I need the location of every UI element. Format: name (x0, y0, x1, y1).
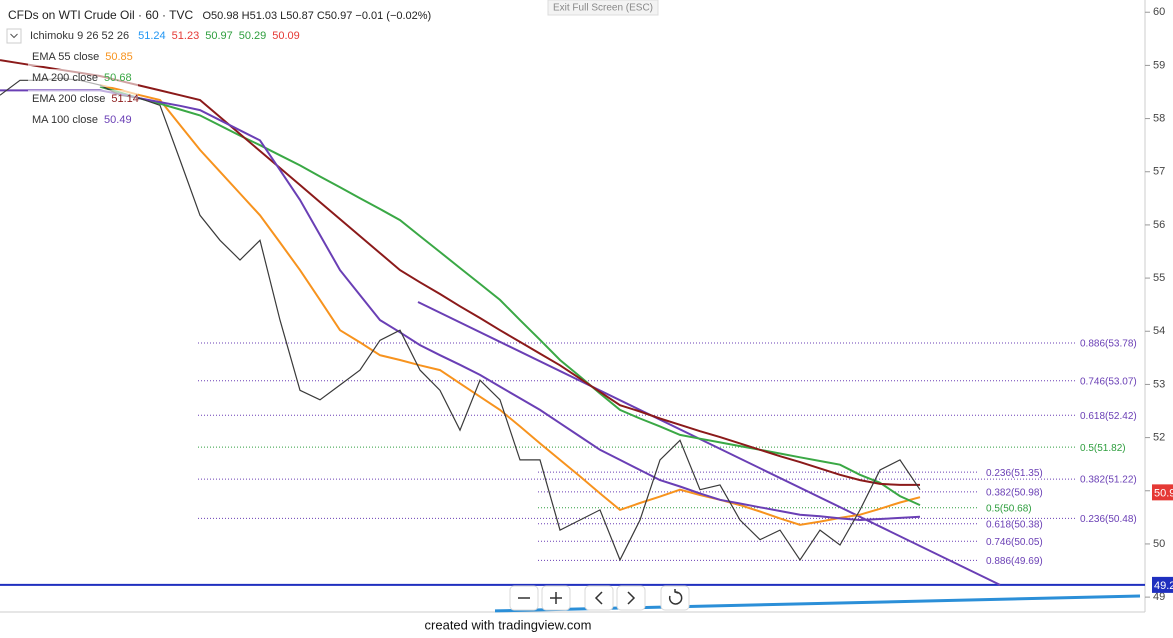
ohlc: O50.98 H51.03 L50.87 C50.97 −0.01 (−0.02… (203, 10, 432, 22)
legend-name: MA 100 close (32, 114, 98, 126)
symbol-header: CFDs on WTI Crude Oil · 60 · TVC O50.98 … (8, 8, 431, 22)
reset-icon (668, 589, 683, 605)
fib-label: 0.886(53.78) (1080, 339, 1137, 350)
legend-entry[interactable]: MA 100 close 50.49 (32, 114, 132, 126)
legend-value: 50.85 (105, 51, 133, 63)
legend-value: 50.68 (104, 72, 132, 84)
legend-entry[interactable]: MA 200 close 50.68 (32, 72, 132, 84)
price-axis: 49505152535455565758596050.9749.23 (1145, 6, 1173, 603)
collapse-button[interactable] (6, 28, 22, 44)
legend-entry[interactable]: EMA 200 close 51.14 (32, 93, 139, 105)
left-icon (594, 591, 603, 605)
ichimoku-value: 50.97 (205, 30, 233, 42)
fib-label: 0.618(52.42) (1080, 411, 1137, 422)
zoom-toolbar (509, 585, 690, 611)
legend-background (28, 90, 138, 108)
fib-label: 0.5(50.68) (986, 503, 1032, 514)
hline-tag: 49.23 (1154, 580, 1173, 592)
ichimoku-value: 50.09 (272, 30, 300, 42)
y-tick-label: 58 (1153, 112, 1165, 124)
legend-value: 51.14 (111, 93, 139, 105)
exit-fullscreen[interactable] (547, 0, 659, 16)
legend-name: EMA 200 close (32, 93, 105, 105)
legend-value: 50.49 (104, 114, 132, 126)
fib-label: 0.5(51.82) (1080, 443, 1126, 454)
ma-line (0, 89, 921, 522)
fib-label: 0.382(50.98) (986, 487, 1043, 498)
legend-name: MA 200 close (32, 72, 98, 84)
ichimoku-legend: Ichimoku 9 26 52 26 51.24 51.23 50.97 50.29… (30, 30, 300, 42)
right-icon (627, 591, 636, 605)
fib-label: 0.382(51.22) (1080, 475, 1137, 486)
price-line (0, 77, 921, 562)
hline-tag-box (1152, 576, 1173, 593)
ma-line (99, 84, 921, 526)
collapse-icon (10, 33, 18, 39)
ichimoku-value: 51.23 (172, 30, 200, 42)
reset-button[interactable] (660, 585, 690, 611)
ichimoku-value: 51.24 (138, 30, 166, 42)
fib-label: 0.746(53.07) (1080, 376, 1137, 387)
y-tick-label: 50 (1153, 538, 1165, 550)
fib-label: 0.746(50.05) (986, 537, 1043, 548)
footer-credit: created with tradingview.com (425, 617, 592, 632)
fib-label: 0.236(51.35) (986, 468, 1043, 479)
symbol-title: CFDs on WTI Crude Oil · 60 · TVC (8, 8, 193, 22)
ichimoku-value: 50.29 (239, 30, 267, 42)
trend-line (417, 301, 1001, 586)
y-tick-label: 53 (1153, 378, 1165, 390)
y-tick-label: 55 (1153, 272, 1165, 284)
y-tick-label: 60 (1153, 6, 1165, 18)
exit-hint[interactable]: Exit Full Screen (ESC) (553, 3, 653, 14)
scroll-right-button[interactable] (616, 585, 646, 611)
y-tick-label: 54 (1153, 325, 1165, 337)
legend-background (28, 48, 138, 66)
last-price-tag: 50.97 (1154, 487, 1173, 499)
legend-background (28, 111, 138, 129)
legend: EMA 55 close 50.85 MA 200 close 50.68 EMA 20… (28, 48, 139, 129)
fib-label: 0.236(50.48) (1080, 514, 1137, 525)
plot-area: 0.886(53.78) 0.746(53.07) 0.618(52.42) 0.5(… (0, 59, 1145, 613)
ichimoku-label: Ichimoku 9 26 52 26 (30, 30, 129, 42)
legend-background (28, 69, 138, 87)
scroll-left-button[interactable] (584, 585, 614, 611)
y-tick-label: 56 (1153, 219, 1165, 231)
ma-line (0, 59, 920, 486)
y-tick-label: 57 (1153, 166, 1165, 178)
last-price-tag-box (1152, 484, 1173, 501)
fib-label: 0.618(50.38) (986, 519, 1043, 530)
ma-line (99, 85, 921, 507)
legend-entry[interactable]: EMA 55 close 50.85 (32, 51, 133, 63)
y-tick-label: 52 (1153, 432, 1165, 444)
fib-label: 0.886(49.69) (986, 556, 1043, 567)
legend-name: EMA 55 close (32, 51, 99, 63)
plus-icon (550, 592, 562, 604)
y-tick-label: 49 (1153, 591, 1165, 603)
y-tick-label: 59 (1153, 59, 1165, 71)
